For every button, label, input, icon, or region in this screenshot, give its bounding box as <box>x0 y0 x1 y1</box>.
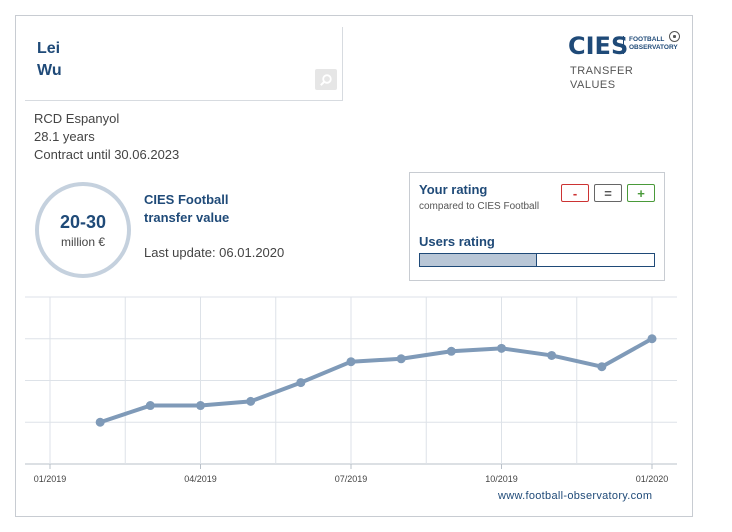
users-rating-fill <box>420 254 537 266</box>
transfer-value-unit: million € <box>60 235 105 249</box>
chart-data-point[interactable] <box>396 354 406 364</box>
logo-brand: CIES <box>568 32 629 60</box>
chart-grid <box>25 296 677 465</box>
rate-equal-button[interactable]: = <box>594 184 622 202</box>
logo-subtitle-line1: FOOTBALL <box>629 36 665 43</box>
transfer-value-badge: 20-30 million € <box>35 182 131 278</box>
logo-caption-line1: TRANSFER <box>570 65 634 77</box>
player-age: 28.1 years <box>34 129 95 144</box>
chart-data-point[interactable] <box>647 334 657 344</box>
player-club: RCD Espanyol <box>34 111 120 126</box>
last-update: Last update: 06.01.2020 <box>144 245 285 260</box>
users-rating-title: Users rating <box>419 234 495 249</box>
chart-data-point[interactable] <box>196 401 205 411</box>
chart-data-point[interactable] <box>597 362 607 372</box>
users-rating-bar <box>419 253 655 267</box>
transfer-value-label-line1: CIES Football <box>144 192 229 207</box>
logo-divider <box>623 36 624 54</box>
chart-x-tick-label: 10/2019 <box>485 474 518 484</box>
chart-x-ticks: 01/2019 04/2019 07/2019 10/2019 01/2020 <box>34 464 669 484</box>
player-contract: Contract until 30.06.2023 <box>34 147 180 162</box>
player-card: Lei Wu RCD Espanyol 28.1 years Contract … <box>15 15 693 517</box>
chart-data-point[interactable] <box>246 396 256 406</box>
your-rating-subtitle: compared to CIES Football <box>419 201 540 212</box>
chart-x-tick-label: 01/2020 <box>636 474 669 484</box>
logo-subtitle: FOOTBALL OBSERVATORY <box>629 36 678 52</box>
chart-points <box>95 334 657 427</box>
rate-lower-button[interactable]: - <box>561 184 589 202</box>
rating-panel: Your rating compared to CIES Football - … <box>409 172 665 281</box>
transfer-value-range: 20-30 <box>59 212 107 232</box>
player-first-name: Lei <box>37 40 61 57</box>
chart-data-point[interactable] <box>547 350 557 360</box>
logo-caption-line2: VALUES <box>570 79 616 91</box>
search-icon <box>320 73 332 86</box>
player-last-name: Wu <box>37 62 62 79</box>
transfer-value-label: CIES Football transfer value <box>144 191 229 227</box>
chart-data-point[interactable] <box>346 357 356 367</box>
chart-x-tick-label: 07/2019 <box>335 474 368 484</box>
logo-caption: TRANSFER VALUES <box>570 64 633 92</box>
player-name-box: Lei Wu <box>25 27 343 101</box>
transfer-value-label-line2: transfer value <box>144 210 230 225</box>
search-button[interactable] <box>315 69 337 90</box>
your-rating-title: Your rating <box>419 182 488 197</box>
chart-data-point[interactable] <box>145 401 155 411</box>
chart-x-tick-label: 01/2019 <box>34 474 67 484</box>
chart-data-point[interactable] <box>497 343 506 353</box>
logo-subtitle-line2: OBSERVATORY <box>629 44 678 51</box>
cies-logo[interactable]: CIES FOOTBALL OBSERVATORY TRANSFER VALUE… <box>568 28 688 98</box>
chart-x-tick-label: 04/2019 <box>184 474 217 484</box>
chart-data-point[interactable] <box>446 346 456 356</box>
rate-higher-button[interactable]: + <box>627 184 655 202</box>
chart-data-point[interactable] <box>296 378 306 388</box>
website-link[interactable]: www.football-observatory.com <box>498 490 653 502</box>
football-icon <box>669 31 680 42</box>
value-series-line <box>98 336 654 425</box>
chart-data-point[interactable] <box>95 417 105 427</box>
